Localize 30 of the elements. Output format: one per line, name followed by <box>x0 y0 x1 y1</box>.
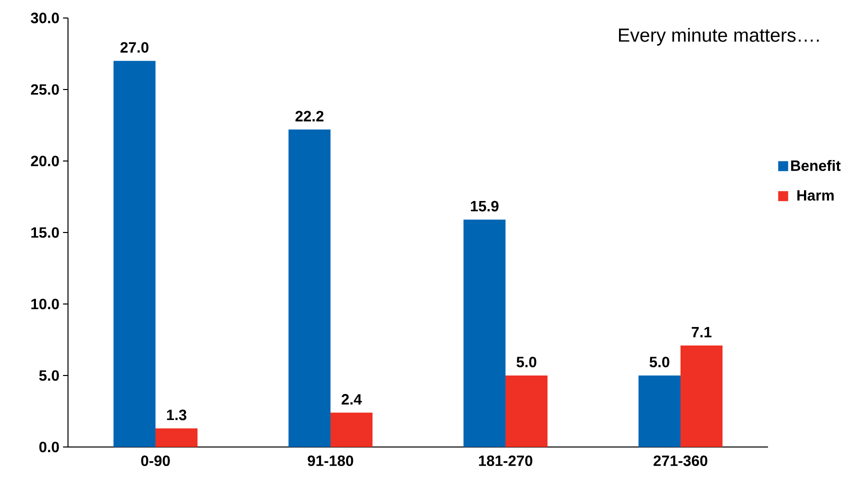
bar <box>156 428 198 447</box>
y-tick-label: 25.0 <box>30 84 59 95</box>
legend-label: Harm <box>797 190 834 201</box>
y-tick-label: 10.0 <box>31 298 59 310</box>
data-label: 27.0 <box>120 42 148 53</box>
x-tick-label: 181-270 <box>479 455 532 466</box>
data-label: 2.4 <box>342 394 362 404</box>
data-label: 5.0 <box>516 356 536 368</box>
data-label: 1.3 <box>167 410 186 420</box>
bar <box>330 412 373 447</box>
y-tick-label: 20.0 <box>30 156 59 166</box>
bar <box>506 375 548 447</box>
bar <box>288 130 331 447</box>
data-label: 22.2 <box>295 110 324 122</box>
annotation: Every minute matters…. <box>619 28 819 46</box>
data-label: 5.0 <box>650 356 670 368</box>
x-tick-label: 271-360 <box>654 455 708 466</box>
x-tick-label: 91-180 <box>308 455 354 466</box>
data-label: 7.1 <box>692 327 712 338</box>
x-tick-label: 0-90 <box>141 455 170 466</box>
y-tick-label: 15.0 <box>31 227 59 238</box>
bar <box>680 345 723 447</box>
legend-label: Benefit <box>791 160 841 171</box>
y-tick-label: 30.0 <box>30 12 59 24</box>
bar <box>114 60 156 447</box>
bar <box>638 375 681 447</box>
data-label: 15.9 <box>470 200 498 212</box>
y-tick-label: 5.0 <box>39 370 59 381</box>
y-tick-label: 0.0 <box>39 442 59 452</box>
bar <box>464 220 506 447</box>
